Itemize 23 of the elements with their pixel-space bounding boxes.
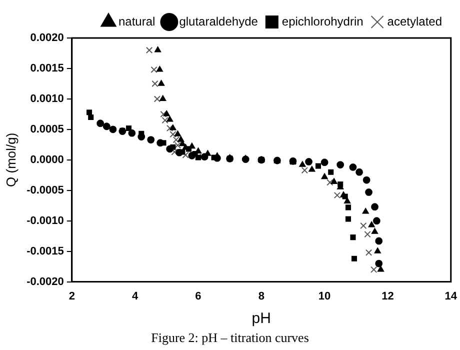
x-tick-label: 2 <box>68 290 75 302</box>
y-tick-label: 0.0005 <box>30 123 64 136</box>
x-tick-label: 12 <box>382 290 394 302</box>
x-tick-label: 14 <box>444 290 458 302</box>
legend-label: epichlorohydrin <box>282 14 364 28</box>
x-tick-label: 8 <box>258 290 264 302</box>
legend-label: natural <box>118 14 156 28</box>
x-axis-title: pH <box>252 310 271 328</box>
y-tick-label: 0.0020 <box>30 32 64 44</box>
legend-label: acetylated <box>387 14 442 28</box>
x-tick-label: 10 <box>318 290 331 302</box>
y-tick-label: -0.0010 <box>26 214 64 227</box>
y-tick-label: 0.0015 <box>30 62 64 75</box>
y-tick-label: -0.0015 <box>26 245 64 258</box>
y-tick-label: -0.0005 <box>26 184 64 196</box>
y-axis-title: Q (mol/g) <box>3 132 18 187</box>
y-tick-label: -0.0020 <box>26 276 64 288</box>
x-tick-label: 4 <box>132 290 140 302</box>
y-tick-label: 0.0000 <box>30 154 64 166</box>
y-tick-label: 0.0010 <box>30 92 64 105</box>
caption: Figure 2: pH – titration curves <box>150 330 310 346</box>
x-tick-label: 6 <box>195 290 202 302</box>
legend-label: glutaraldehyde <box>179 14 258 28</box>
